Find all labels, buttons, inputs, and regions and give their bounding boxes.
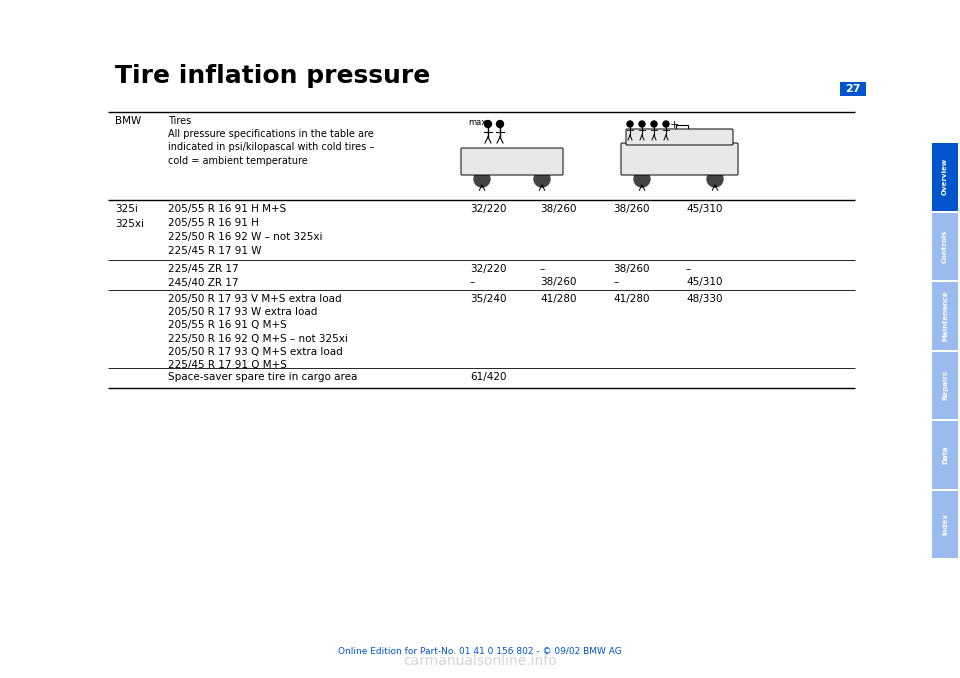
- Text: 61/420: 61/420: [470, 372, 507, 382]
- Text: Data: Data: [942, 445, 948, 464]
- Text: 48/330: 48/330: [686, 294, 723, 304]
- Text: 225/45 ZR 17
245/40 ZR 17: 225/45 ZR 17 245/40 ZR 17: [168, 264, 239, 288]
- Bar: [676, 125, 688, 135]
- Bar: [932, 421, 958, 489]
- Text: 41/280: 41/280: [540, 294, 577, 304]
- Text: 325i
325xi: 325i 325xi: [115, 204, 144, 228]
- Bar: [932, 212, 958, 280]
- Circle shape: [707, 171, 723, 187]
- Circle shape: [663, 121, 669, 127]
- Circle shape: [534, 171, 550, 187]
- Text: 38/260: 38/260: [540, 277, 577, 287]
- Text: –: –: [613, 277, 618, 287]
- Text: 45/310: 45/310: [686, 277, 723, 287]
- FancyBboxPatch shape: [621, 143, 738, 175]
- Text: Index: Index: [942, 513, 948, 535]
- Bar: [932, 143, 958, 210]
- Text: +: +: [670, 120, 680, 130]
- Text: Repairs: Repairs: [942, 370, 948, 400]
- Text: 32/220: 32/220: [470, 264, 507, 274]
- Circle shape: [496, 121, 503, 127]
- Text: max.: max.: [468, 118, 489, 127]
- Text: 38/260: 38/260: [540, 204, 577, 214]
- Text: Space-saver spare tire in cargo area: Space-saver spare tire in cargo area: [168, 372, 357, 382]
- Circle shape: [639, 121, 645, 127]
- Text: Overview: Overview: [942, 158, 948, 195]
- Text: Controls: Controls: [942, 230, 948, 263]
- Text: 38/260: 38/260: [613, 204, 650, 214]
- Circle shape: [651, 121, 657, 127]
- Text: carmanualsonline.info: carmanualsonline.info: [403, 654, 557, 668]
- Text: Maintenance: Maintenance: [942, 290, 948, 341]
- Text: 205/55 R 16 91 H M+S
205/55 R 16 91 H
225/50 R 16 92 W – not 325xi
225/45 R 17 9: 205/55 R 16 91 H M+S 205/55 R 16 91 H 22…: [168, 204, 323, 256]
- Bar: [932, 490, 958, 558]
- Text: –: –: [686, 264, 691, 274]
- Text: 205/50 R 17 93 V M+S extra load
205/50 R 17 93 W extra load
205/55 R 16 91 Q M+S: 205/50 R 17 93 V M+S extra load 205/50 R…: [168, 294, 348, 370]
- Circle shape: [634, 171, 650, 187]
- Text: Online Edition for Part-No. 01 41 0 156 802 - © 09/02 BMW AG: Online Edition for Part-No. 01 41 0 156 …: [338, 647, 622, 656]
- FancyBboxPatch shape: [626, 129, 733, 145]
- Circle shape: [627, 121, 633, 127]
- Text: 38/260: 38/260: [613, 264, 650, 274]
- Text: 32/220: 32/220: [470, 204, 507, 214]
- Text: 27: 27: [845, 84, 861, 94]
- Text: BMW: BMW: [115, 116, 141, 126]
- Text: 35/240: 35/240: [470, 294, 507, 304]
- Circle shape: [485, 121, 492, 127]
- Circle shape: [474, 171, 490, 187]
- Bar: [932, 351, 958, 419]
- Text: Tire inflation pressure: Tire inflation pressure: [115, 64, 430, 88]
- Bar: [932, 282, 958, 349]
- Text: –: –: [540, 264, 545, 274]
- Text: Tires
All pressure specifications in the table are
indicated in psi/kilopascal w: Tires All pressure specifications in the…: [168, 116, 374, 165]
- Bar: [840, 82, 866, 96]
- Text: 45/310: 45/310: [686, 204, 723, 214]
- FancyBboxPatch shape: [461, 148, 563, 175]
- Text: –: –: [470, 277, 475, 287]
- Text: 41/280: 41/280: [613, 294, 650, 304]
